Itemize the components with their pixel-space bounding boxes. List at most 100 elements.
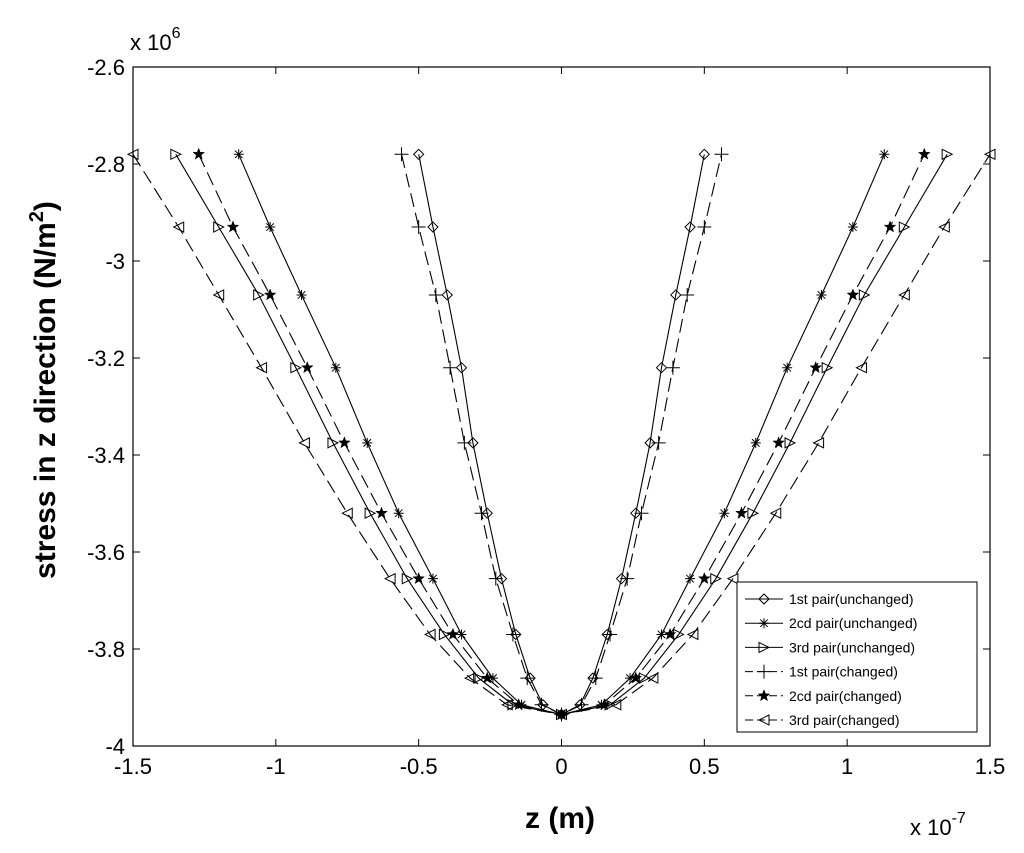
series-4-point — [505, 627, 520, 642]
y-tick-label: -4 — [105, 734, 125, 759]
x-tick-label: 1 — [841, 754, 853, 779]
series-3-point — [327, 437, 340, 449]
series-3-point — [821, 361, 834, 374]
legend-marker — [758, 641, 771, 654]
x-axis-title: z (m) — [525, 802, 595, 835]
series-5-point — [772, 436, 785, 449]
legend-box — [736, 581, 978, 733]
series-6-point — [769, 507, 782, 520]
legend-marker — [757, 664, 771, 679]
series-6-point — [555, 708, 567, 721]
y-tick-label: -3.8 — [87, 637, 125, 662]
y-tick-label: -2.6 — [87, 55, 125, 80]
series-2-point — [296, 289, 307, 300]
series-5-point — [629, 671, 643, 684]
series-4-point — [394, 147, 409, 162]
series-2-point — [265, 222, 276, 233]
x-tick-label: -0.5 — [400, 754, 438, 779]
axes: -1.5 -1 -0.5 0 0.5 1 1.5 -4 -3.8 -3.6 -3.4 -3.2 -3 -2… — [87, 55, 1005, 779]
series-5-point — [735, 506, 748, 519]
series-4-point — [474, 506, 489, 521]
y-tick-label: -2.8 — [87, 152, 125, 177]
series-3-point — [473, 672, 485, 684]
legend-marker — [759, 618, 769, 629]
series-5-point — [412, 571, 426, 585]
series-1-point — [698, 148, 711, 161]
series-6-point — [298, 437, 310, 449]
series-1-point — [455, 361, 468, 374]
series-1-point — [670, 289, 682, 301]
x-tick-label: -1.5 — [114, 754, 152, 779]
series-1-point — [412, 148, 425, 161]
series-2-point — [362, 437, 373, 448]
series-4-point — [443, 360, 458, 375]
series-4-point — [651, 435, 666, 450]
series-5-point — [375, 506, 388, 519]
series-6-point — [423, 628, 436, 641]
x-tick-label: 0.5 — [689, 754, 720, 779]
series-4-point — [588, 671, 603, 686]
series-4-point — [428, 287, 443, 302]
series-2-point — [427, 573, 438, 584]
series-4-point — [697, 220, 712, 235]
y-tick-label: -3.6 — [87, 540, 125, 565]
series-3-point — [364, 507, 377, 520]
series-6-point — [255, 361, 268, 374]
series-2-point — [685, 573, 696, 584]
series-6-point — [609, 698, 622, 711]
series-6-line — [132, 154, 991, 716]
series-3-point — [784, 437, 797, 449]
legend-label: 3rd pair(unchanged) — [789, 639, 915, 655]
x-tick-label: 0 — [555, 754, 567, 779]
series-3-point — [213, 221, 225, 233]
series-5-point — [846, 288, 860, 301]
y-tick-label: -3 — [105, 249, 125, 274]
series-5-point — [263, 288, 277, 301]
y-tick-label: -3.4 — [87, 443, 125, 468]
series-4-point — [714, 147, 729, 162]
legend-marker — [757, 714, 770, 726]
y-multiplier-label: x 106 — [130, 25, 181, 55]
series-6-point — [686, 628, 699, 641]
series-3-point — [898, 221, 911, 233]
series-2-point — [847, 222, 858, 233]
series-5-point — [192, 147, 206, 160]
legend-marker — [758, 593, 770, 605]
series-6-point — [855, 361, 867, 374]
series-4-point — [634, 506, 649, 521]
x-tick-label: 1.5 — [975, 754, 1006, 779]
series-6-point — [501, 698, 513, 711]
series-3-point — [941, 148, 954, 161]
series-2-point — [393, 508, 404, 519]
series-6-point — [898, 289, 910, 301]
series-2-point — [233, 149, 244, 160]
series-4-point — [457, 435, 472, 450]
series-1-point — [427, 221, 439, 233]
series-3-point — [290, 361, 302, 374]
series-1-point — [467, 437, 479, 449]
series-1-point — [615, 572, 628, 585]
series-2-point — [719, 508, 730, 519]
series-1-point — [644, 437, 656, 449]
series-5-point — [300, 360, 314, 374]
x-multiplier-label: x 10-7 — [910, 810, 966, 840]
series-3-point — [747, 507, 760, 520]
series-5-point — [663, 627, 677, 640]
series-3-point — [401, 572, 414, 585]
series-2-point — [816, 289, 827, 300]
series-2-point — [625, 673, 636, 684]
series-6-point — [212, 289, 225, 301]
series-1-point — [684, 221, 696, 233]
series-6-point — [812, 437, 825, 449]
series-5-point — [480, 671, 494, 684]
series-4-point — [520, 671, 535, 686]
series-5-point — [446, 627, 460, 640]
y-axis-title: stress in z direction (N/m2) — [26, 201, 62, 579]
series-6-point — [383, 572, 396, 585]
series-3-point — [438, 628, 451, 641]
series-3-point — [170, 148, 182, 161]
series-4-point — [620, 571, 635, 586]
series-2-point — [656, 629, 667, 640]
series-6-point — [646, 672, 659, 684]
